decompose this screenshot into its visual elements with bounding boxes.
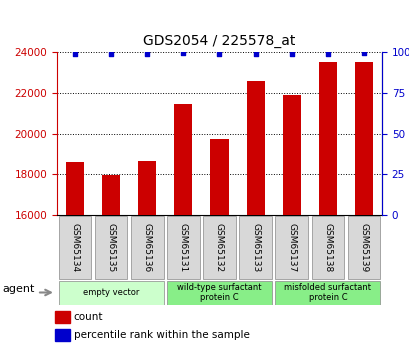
Text: GSM65137: GSM65137 (287, 223, 295, 272)
Point (180, 50, 186, 56)
Text: agent: agent (3, 284, 35, 294)
Point (144, 52, 150, 57)
Bar (347, 216, 379, 279)
Point (216, 52, 222, 57)
Text: GSM65135: GSM65135 (106, 223, 115, 272)
Bar (102, 175, 120, 215)
Bar (282, 95, 300, 215)
Text: GSM65139: GSM65139 (359, 223, 368, 272)
Point (288, 52, 294, 57)
Bar (246, 80, 264, 215)
Text: wild-type surfactant
protein C: wild-type surfactant protein C (177, 283, 261, 302)
Title: GDS2054 / 225578_at: GDS2054 / 225578_at (143, 34, 295, 48)
Bar (95, 216, 127, 279)
Text: GSM65136: GSM65136 (142, 223, 151, 272)
Text: GSM65132: GSM65132 (214, 223, 223, 272)
Text: GSM65133: GSM65133 (250, 223, 259, 272)
Bar (138, 161, 156, 215)
Text: GSM65138: GSM65138 (323, 223, 332, 272)
Text: GSM65134: GSM65134 (70, 223, 79, 272)
Bar (167, 216, 199, 279)
Bar (203, 216, 235, 279)
Bar (66, 162, 84, 215)
Bar (275, 216, 307, 279)
Bar (58, 280, 163, 305)
Bar (311, 216, 343, 279)
Text: count: count (74, 312, 103, 322)
Bar (174, 104, 192, 215)
Bar (167, 280, 271, 305)
Bar (354, 62, 372, 215)
Point (324, 51, 330, 56)
Bar (55, 329, 70, 341)
Text: misfolded surfactant
protein C: misfolded surfactant protein C (283, 283, 371, 302)
Point (360, 50, 366, 56)
Bar (131, 216, 163, 279)
Point (72, 52, 78, 57)
Bar (239, 216, 271, 279)
Bar (318, 62, 336, 215)
Text: percentile rank within the sample: percentile rank within the sample (74, 330, 249, 340)
Bar (55, 311, 70, 323)
Text: empty vector: empty vector (83, 288, 139, 297)
Bar (210, 139, 228, 215)
Point (252, 52, 258, 57)
Bar (275, 280, 379, 305)
Text: GSM65131: GSM65131 (178, 223, 187, 272)
Bar (58, 216, 91, 279)
Point (108, 52, 114, 57)
